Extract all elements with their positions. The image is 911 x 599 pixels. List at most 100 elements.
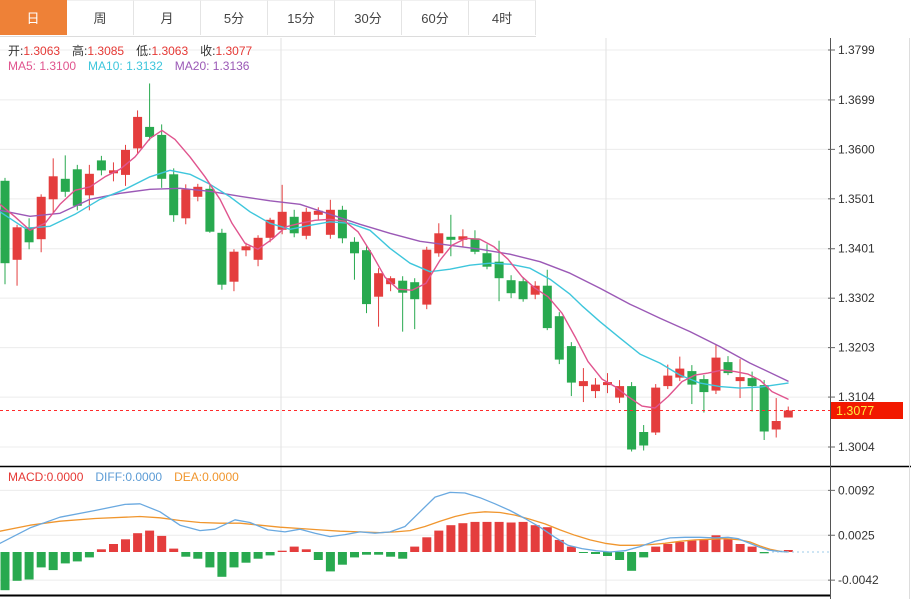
macd-bar-negative bbox=[374, 552, 384, 555]
y-axis-label: 1.3104 bbox=[838, 390, 875, 404]
ohlc-label: 高: bbox=[72, 44, 88, 58]
macd-bar-negative bbox=[337, 552, 347, 565]
macd-bar-negative bbox=[325, 552, 335, 572]
macd-bar-positive bbox=[121, 539, 130, 552]
macd-bar-positive bbox=[494, 521, 504, 552]
candle-body-up bbox=[301, 211, 311, 236]
macd-bar-positive bbox=[783, 550, 793, 552]
tab-period-5分[interactable]: 5分 bbox=[201, 0, 268, 35]
candle-body-up bbox=[265, 219, 275, 238]
macd-bar-negative bbox=[36, 552, 46, 568]
macd-axis-labels: 0.0092 0.0025 -0.0042 bbox=[828, 483, 879, 587]
candle-body-down bbox=[96, 160, 106, 171]
macd-legend: MACD:0.0000 DIFF:0.0000 DEA:0.0000 bbox=[8, 470, 251, 484]
tab-period-月[interactable]: 月 bbox=[134, 0, 201, 35]
macd-bar-positive bbox=[458, 523, 468, 552]
macd-bar-negative bbox=[0, 552, 10, 591]
candle-body-up bbox=[675, 368, 685, 378]
candle-body-down bbox=[60, 178, 70, 192]
candle-body-down bbox=[747, 378, 757, 387]
macd-bar-positive bbox=[145, 530, 155, 552]
macd-legend-item: MACD:0.0000 bbox=[8, 470, 84, 484]
macd-bar-negative bbox=[639, 552, 649, 558]
candle-body-down bbox=[410, 282, 420, 300]
candle-body-down bbox=[350, 241, 359, 254]
macd-bar-negative bbox=[241, 552, 251, 563]
macd-axis-label: 0.0092 bbox=[838, 483, 875, 497]
candle-body-down bbox=[398, 280, 408, 293]
macd-bar-positive bbox=[699, 539, 709, 552]
macd-bar-negative bbox=[398, 552, 408, 559]
ohlc-item: 高:1.3085 bbox=[72, 44, 124, 58]
macd-axis-label: 0.0025 bbox=[838, 528, 875, 542]
macd-bar-negative bbox=[72, 552, 82, 562]
ohlc-value: 1.3063 bbox=[23, 44, 61, 58]
ma-legend-item: MA10: 1.3132 bbox=[88, 59, 163, 73]
macd-bar-negative bbox=[615, 552, 625, 560]
macd-bar-negative bbox=[265, 552, 275, 556]
candle-body-down bbox=[566, 346, 576, 383]
candle-body-up bbox=[241, 246, 251, 251]
macd-bar-negative bbox=[362, 552, 371, 555]
candle-body-up bbox=[277, 211, 287, 230]
macd-bar-negative bbox=[350, 552, 359, 558]
macd-bar-positive bbox=[96, 549, 106, 552]
macd-bar-positive bbox=[410, 546, 420, 552]
macd-bar-negative bbox=[12, 552, 22, 581]
candle-body-down bbox=[205, 188, 215, 232]
candle-body-down bbox=[24, 227, 34, 243]
period-tab-bar: 日周月 5分 15分 30分 60分 4时 bbox=[0, 0, 536, 37]
y-axis-label: 1.3699 bbox=[838, 93, 875, 107]
ma-legend: MA5: 1.3100 MA10: 1.3132 MA20: 1.3136 bbox=[8, 59, 261, 73]
macd-bar-positive bbox=[651, 546, 661, 552]
candle-body-down bbox=[157, 134, 167, 179]
macd-bar-positive bbox=[434, 530, 444, 552]
tab-period-周[interactable]: 周 bbox=[67, 0, 134, 35]
candle-body-up bbox=[591, 384, 600, 392]
tab-period-30分[interactable]: 30分 bbox=[335, 0, 402, 35]
macd-bar-negative bbox=[60, 552, 70, 564]
ma5-line bbox=[0, 129, 789, 409]
macd-bar-positive bbox=[157, 535, 167, 552]
ma-legend-item: MA20: 1.3136 bbox=[174, 59, 250, 73]
macd-bar-negative bbox=[578, 552, 588, 553]
candle-body-down bbox=[482, 253, 492, 267]
macd-bar-negative bbox=[603, 552, 612, 556]
macd-bar-positive bbox=[470, 521, 480, 552]
macd-bar-negative bbox=[48, 552, 58, 571]
macd-bar-negative bbox=[386, 552, 396, 557]
tab-period-60分[interactable]: 60分 bbox=[402, 0, 469, 35]
tab-period-4时[interactable]: 4时 bbox=[469, 0, 536, 35]
macd-bar-positive bbox=[289, 546, 299, 552]
tab-period-15分[interactable]: 15分 bbox=[268, 0, 335, 35]
macd-histogram bbox=[0, 521, 793, 591]
ohlc-value: 1.3085 bbox=[87, 44, 125, 58]
ohlc-item: 低:1.3063 bbox=[136, 44, 188, 58]
candle-body-down bbox=[759, 385, 769, 432]
candle-body-down bbox=[639, 432, 649, 446]
macd-bar-positive bbox=[566, 546, 576, 552]
candle-body-up bbox=[771, 421, 781, 430]
candle-body-up bbox=[12, 227, 22, 260]
ohlc-label: 低: bbox=[136, 44, 152, 58]
candle-body-up bbox=[48, 176, 58, 200]
macd-bar-positive bbox=[133, 533, 143, 552]
macd-bar-positive bbox=[687, 540, 697, 552]
y-axis-label: 1.3203 bbox=[838, 341, 875, 355]
candle-body-down bbox=[217, 232, 227, 285]
macd-bar-negative bbox=[193, 552, 203, 559]
candle-body-down bbox=[506, 280, 516, 294]
ohlc-item: 开:1.3063 bbox=[8, 44, 60, 58]
candle-body-up bbox=[603, 382, 612, 386]
ohlc-value: 1.3077 bbox=[215, 44, 253, 58]
price-badge-text: 1.3077 bbox=[836, 404, 874, 418]
macd-bar-negative bbox=[84, 552, 94, 558]
candle-body-down bbox=[72, 169, 82, 206]
macd-bar-positive bbox=[723, 539, 733, 552]
candles-layer bbox=[0, 83, 793, 452]
y-axis-label: 1.3501 bbox=[838, 192, 875, 206]
macd-bar-negative bbox=[217, 552, 227, 577]
tab-period-日[interactable]: 日 bbox=[0, 0, 67, 35]
macd-bar-negative bbox=[181, 552, 191, 557]
